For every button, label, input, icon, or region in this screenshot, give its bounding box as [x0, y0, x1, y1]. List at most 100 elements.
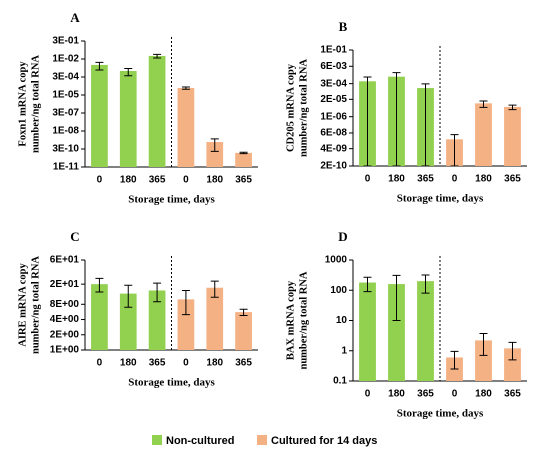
- bar: [177, 299, 195, 350]
- error-bar: [392, 274, 401, 321]
- error-bar: [450, 134, 459, 167]
- y-tick-label: 10: [336, 315, 348, 326]
- legend-swatch: [257, 435, 267, 445]
- x-axis-label: Storage time, days: [397, 408, 484, 420]
- y-axis-label: number/ng total RNA: [30, 256, 41, 354]
- y-tick-label: 6E-08: [320, 128, 347, 139]
- x-tick-label: 180: [475, 389, 492, 400]
- error-bar: [239, 308, 248, 317]
- panel-label: C: [70, 229, 79, 244]
- error-bar: [421, 83, 430, 167]
- x-tick-label: 0: [183, 175, 189, 186]
- x-tick-label: 365: [235, 358, 252, 369]
- error-bar: [392, 72, 401, 167]
- x-tick-label: 365: [235, 175, 252, 186]
- y-tick-label: 4E+00: [50, 314, 80, 325]
- bar: [91, 284, 108, 350]
- y-tick-label: 6E+01: [50, 255, 80, 266]
- error-bar: [479, 333, 488, 356]
- bar: [119, 293, 137, 350]
- error-bar: [450, 350, 459, 370]
- bar: [235, 312, 252, 350]
- y-tick-label: 2E+00: [50, 329, 80, 340]
- bar: [504, 348, 521, 381]
- error-bar: [479, 100, 488, 108]
- x-tick-label: 180: [206, 175, 223, 186]
- bar: [235, 152, 252, 167]
- y-axis-label: number/ng total RNA: [298, 271, 309, 369]
- error-bar: [363, 276, 372, 293]
- error-bar: [95, 277, 104, 293]
- y-tick-label: 0.1: [333, 376, 347, 387]
- y-axis-label: number/ng total RNA: [30, 55, 41, 153]
- y-tick-label: 1E-01: [320, 45, 347, 56]
- y-tick-label: 6E-03: [320, 61, 347, 72]
- y-tick-label: 1E+00: [50, 345, 80, 356]
- panel-label: D: [338, 229, 347, 244]
- x-tick-label: 180: [388, 389, 405, 400]
- bar: [475, 340, 492, 381]
- x-tick-label: 365: [149, 358, 166, 369]
- x-tick-label: 180: [120, 358, 137, 369]
- error-bar: [181, 289, 190, 316]
- x-tick-label: 180: [120, 175, 137, 186]
- x-tick-label: 0: [365, 389, 371, 400]
- x-axis-label: Storage time, days: [397, 193, 484, 205]
- bar: [119, 70, 137, 167]
- y-tick-label: 1E-08: [52, 126, 79, 137]
- bar: [388, 284, 405, 381]
- error-bar: [421, 274, 430, 294]
- error-bar: [210, 280, 219, 298]
- y-tick-label: 8E+00: [50, 299, 80, 310]
- legend-label: Non-cultured: [166, 435, 234, 447]
- error-bar: [210, 138, 219, 152]
- x-tick-label: 0: [452, 389, 458, 400]
- error-bar: [153, 282, 162, 303]
- y-axis-label: number/ng total RNA: [298, 59, 309, 157]
- y-tick-label: 3E-01: [52, 36, 79, 47]
- error-bar: [508, 104, 517, 111]
- x-tick-label: 365: [417, 389, 434, 400]
- bar: [417, 281, 434, 381]
- error-bar: [181, 86, 190, 90]
- y-axis-label: BAX mRNA copy: [285, 280, 296, 360]
- y-axis-label: Foxn1 mRNA copy: [17, 61, 28, 147]
- error-bar: [363, 76, 372, 167]
- bar: [206, 142, 224, 167]
- y-tick-label: 2E+01: [50, 279, 80, 290]
- y-tick-label: 3E-04: [320, 78, 347, 89]
- bar: [148, 290, 166, 350]
- y-tick-label: 1E-05: [52, 90, 79, 101]
- bar: [148, 55, 166, 167]
- y-tick-label: 1E-02: [52, 54, 79, 65]
- y-axis-label: AIRE mRNA copy: [17, 263, 28, 347]
- panel-label: B: [339, 19, 348, 34]
- bar: [504, 106, 521, 166]
- y-tick-label: 100: [330, 285, 347, 296]
- x-tick-label: 365: [149, 175, 166, 186]
- bar: [475, 103, 492, 166]
- error-bar: [508, 341, 517, 361]
- panel-label: A: [70, 10, 80, 25]
- bar: [359, 282, 376, 381]
- x-tick-label: 180: [206, 358, 223, 369]
- error-bar: [153, 53, 162, 59]
- y-tick-label: 1000: [325, 255, 348, 266]
- x-tick-label: 0: [183, 358, 189, 369]
- legend-swatch: [152, 435, 162, 445]
- error-bar: [124, 68, 133, 77]
- y-tick-label: 2E-05: [320, 94, 347, 105]
- x-tick-label: 365: [417, 174, 434, 185]
- x-tick-label: 365: [504, 389, 521, 400]
- y-tick-label: 1: [341, 345, 347, 356]
- y-tick-label: 3E-07: [52, 108, 79, 119]
- error-bar: [239, 151, 248, 155]
- y-tick-label: 3E-04: [52, 72, 79, 83]
- x-tick-label: 180: [388, 174, 405, 185]
- x-tick-label: 0: [365, 174, 371, 185]
- y-tick-label: 3E-10: [52, 144, 79, 155]
- x-tick-label: 180: [475, 174, 492, 185]
- y-tick-label: 1E-06: [320, 111, 347, 122]
- x-tick-label: 0: [452, 174, 458, 185]
